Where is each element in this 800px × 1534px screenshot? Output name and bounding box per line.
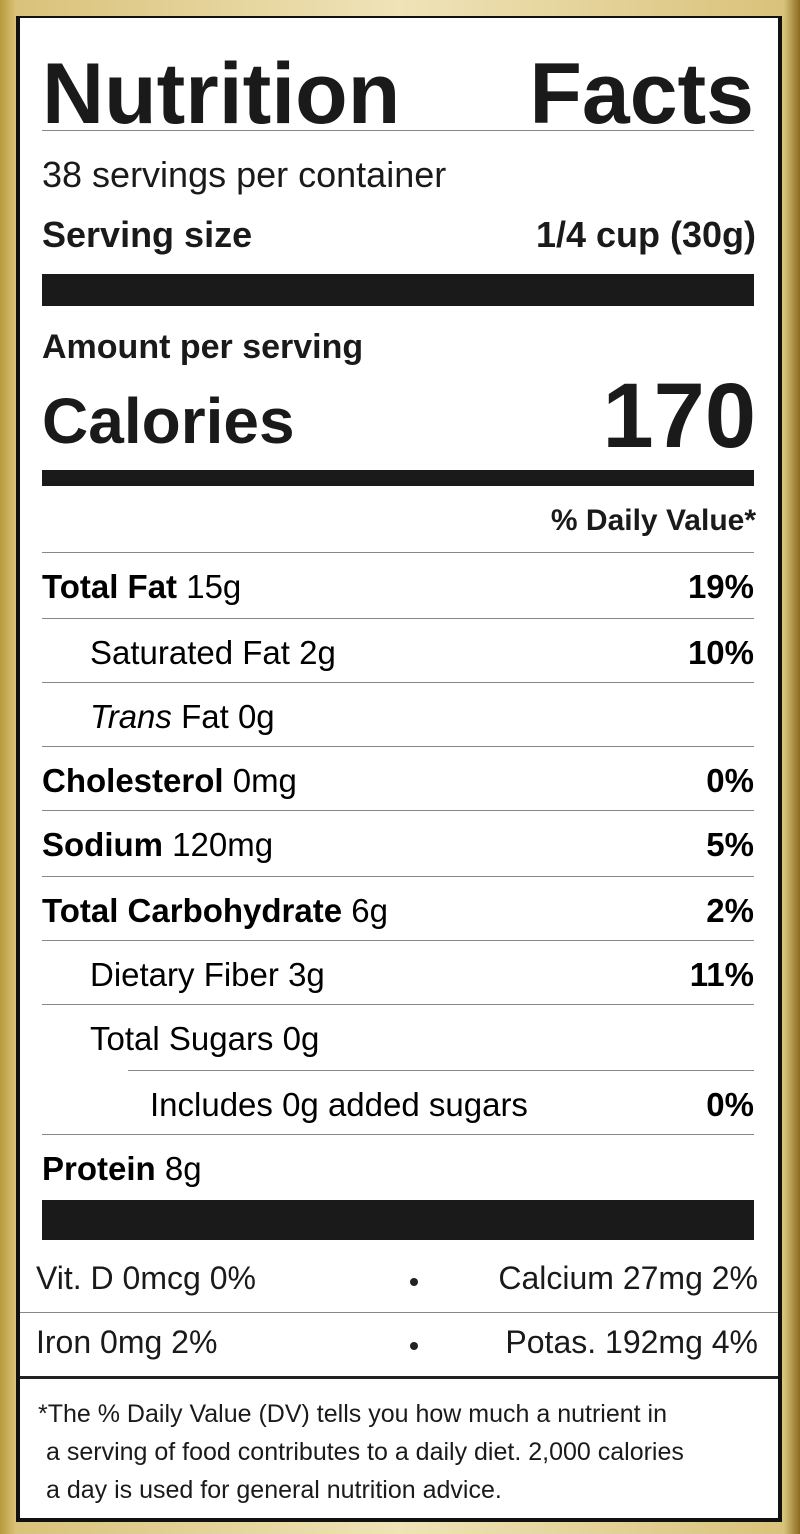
calories-value: 170 [602, 365, 757, 467]
nutrient-name: Includes 0g added sugars [150, 1086, 528, 1123]
rule [42, 1134, 754, 1135]
nutrient-name-italic: Trans [90, 698, 172, 735]
nutrient-dv: 0% [706, 762, 754, 799]
nutrient: Dietary Fiber 3g [90, 956, 325, 994]
nutrient: Saturated Fat 2g [90, 634, 336, 672]
vitamin: Calcium 27mg 2% [498, 1260, 758, 1296]
medium-rule [42, 470, 754, 486]
nutrient-dv: 19% [687, 568, 754, 605]
nutrient-row: Includes 0g added sugars 0% [42, 1072, 754, 1136]
rule [42, 940, 754, 941]
rule [42, 552, 754, 553]
footnote: a day is used for general nutrition advi… [46, 1476, 502, 1504]
nutrient-amount: 120mg [172, 826, 274, 863]
servings: 38 servings per container [42, 154, 447, 195]
nutrient-name: Dietary Fiber [90, 956, 279, 993]
nutrient-row: Cholesterol 0mg 0% [42, 748, 754, 812]
nutrient-name: Cholesterol [42, 762, 224, 799]
serving-size-value: 1/4 cup (30g) [535, 214, 756, 255]
nutrient: Total Sugars 0g [90, 1020, 319, 1058]
rule [42, 682, 754, 683]
nutrient-dv: 5% [706, 826, 754, 863]
nutrient: Cholesterol 0mg [42, 762, 297, 800]
nutrient-name: Fat [181, 698, 229, 735]
bullet [410, 1278, 418, 1286]
nutrient: Sodium 120mg [42, 826, 273, 864]
nutrient-row: Saturated Fat 2g 10% [42, 620, 754, 684]
vitamin: Vit. D 0mcg 0% [36, 1260, 256, 1296]
nutrient-row: Total Sugars 0g [42, 1006, 754, 1070]
serving-size-label: Serving size [42, 214, 253, 255]
nutrient-name: Saturated Fat [90, 634, 290, 671]
nutrient-amount: 0mg [232, 762, 297, 799]
thick-rule [42, 274, 754, 306]
nutrient-name: Sodium [42, 826, 163, 863]
nutrient-amount: 6g [351, 892, 388, 929]
nutrient-row: Total Carbohydrate 6g 2% [42, 878, 754, 942]
nutrient-name: Total Carbohydrate [42, 892, 343, 929]
nutrient-dv: 11% [689, 956, 754, 993]
rule [42, 618, 754, 619]
rule [128, 1070, 754, 1071]
calories-label: Calories [42, 385, 295, 457]
title: Nutrition Facts [42, 46, 754, 142]
vitamin: Potas. 192mg 4% [505, 1324, 758, 1360]
nutrient-row: Protein 8g [42, 1136, 754, 1200]
nutrient-row: Sodium 120mg 5% [42, 812, 754, 876]
nutrient: Protein 8g [42, 1150, 202, 1188]
nutrient-amount: 8g [164, 1150, 202, 1187]
nutrient-row: Total Fat 15g 19% [42, 554, 754, 618]
footnote: a serving of food contributes to a daily… [46, 1438, 684, 1466]
footnote: *The % Daily Value (DV) tells you how mu… [38, 1400, 667, 1428]
rule [20, 1312, 778, 1313]
nutrient-name: Total Sugars [90, 1020, 274, 1057]
nutrient-dv: 0% [706, 1086, 754, 1123]
nutrient-amount: 15g [186, 568, 242, 605]
nutrient-amount: 0g [282, 1020, 320, 1057]
nutrient-row: Dietary Fiber 3g 11% [42, 942, 754, 1006]
nutrient-amount: 3g [288, 956, 325, 993]
rule [42, 1004, 754, 1005]
rule [42, 876, 754, 877]
thick-rule [42, 1200, 754, 1240]
nutrient: Trans Fat 0g [90, 698, 275, 736]
nutrient-amount: 2g [299, 634, 336, 671]
nutrient: Total Carbohydrate 6g [42, 892, 388, 930]
nutrient-row: Trans Fat 0g [42, 684, 754, 748]
nutrition-label: Nutrition Facts 38 servings per containe… [16, 16, 782, 1522]
nutrient-name: Total Fat [42, 568, 178, 605]
nutrient: Total Fat 15g [42, 568, 241, 606]
rule [42, 810, 754, 811]
nutrient-dv: 10% [687, 634, 754, 671]
rule [42, 130, 754, 131]
rule [42, 746, 754, 747]
bullet [410, 1342, 418, 1350]
nutrient-dv: 2% [706, 892, 754, 929]
nutrient-name: Protein [42, 1150, 156, 1187]
rule [20, 1376, 778, 1379]
vitamin: Iron 0mg 2% [36, 1324, 218, 1360]
dv-header: % Daily Value* [550, 504, 756, 537]
amount-per-serving: Amount per serving [42, 328, 364, 366]
nutrient-amount: 0g [237, 698, 275, 735]
